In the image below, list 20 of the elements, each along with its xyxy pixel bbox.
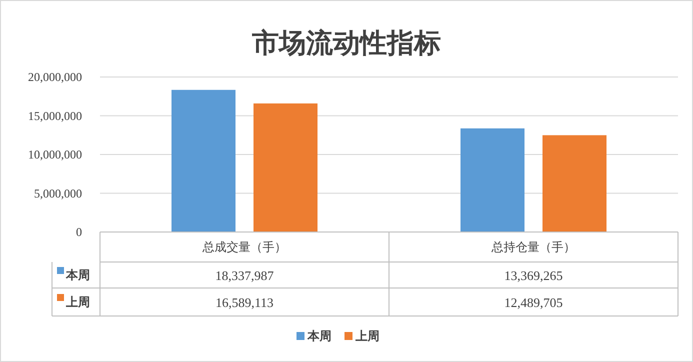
bar (542, 135, 606, 232)
legend-label: 本周 (65, 268, 90, 282)
y-tick-label: 15,000,000 (28, 108, 82, 123)
data-label: 18,337,987 (215, 268, 274, 283)
bar (460, 128, 524, 232)
bar (254, 103, 318, 232)
legend-label: 上周 (354, 329, 380, 343)
text: 上周 (66, 295, 90, 309)
y-tick-label: 20,000,000 (28, 70, 82, 84)
bar (172, 90, 236, 232)
y-tick-label: 0 (76, 225, 82, 239)
data-label: 13,369,265 (504, 268, 563, 283)
x-tick-label: 总成交量（手） (202, 240, 286, 254)
data-label: 12,489,705 (504, 295, 563, 310)
y-tick-label: 5,000,000 (34, 186, 82, 200)
x-tick-label: 总持仓量（手） (490, 240, 576, 254)
chart-title: 市场流动性指标 (251, 28, 441, 58)
y-tick-label: 10,000,000 (28, 148, 82, 162)
data-label: 16,589,113 (215, 295, 274, 310)
text: 本周 (308, 329, 332, 343)
